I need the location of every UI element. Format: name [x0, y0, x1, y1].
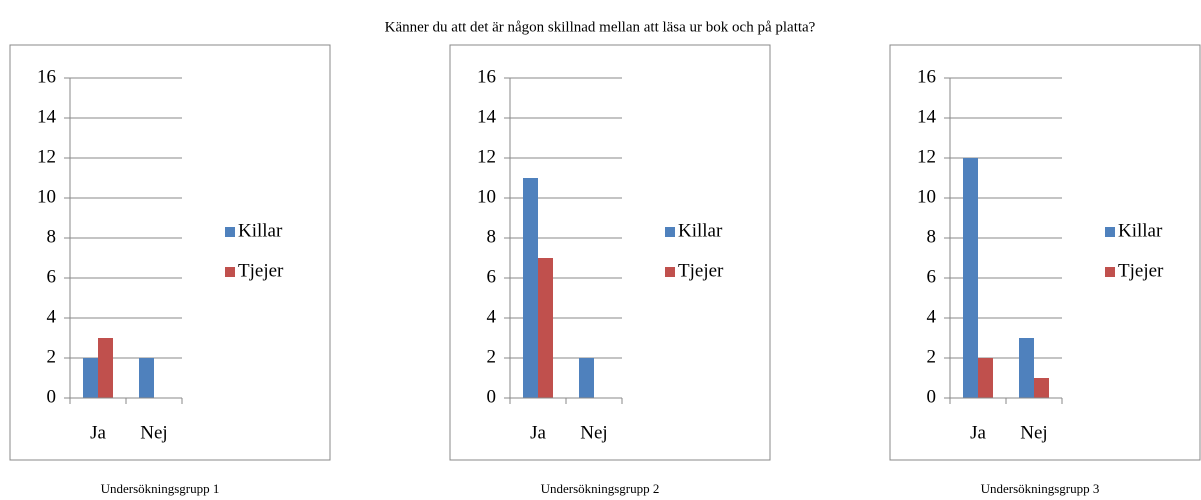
x-tick-label: Nej — [1020, 422, 1047, 443]
y-tick-label: 8 — [927, 226, 937, 247]
y-tick-label: 14 — [477, 106, 497, 127]
bar — [978, 358, 993, 398]
bar — [1034, 378, 1049, 398]
legend-swatch — [665, 227, 675, 237]
legend-label: Killar — [1118, 220, 1163, 241]
bar — [83, 358, 98, 398]
legend-label: Tjejer — [678, 260, 724, 281]
y-tick-label: 4 — [927, 306, 937, 327]
chart-caption: Undersökningsgrupp 3 — [981, 481, 1100, 496]
bar — [98, 338, 113, 398]
y-tick-label: 2 — [487, 346, 497, 367]
legend-swatch — [225, 227, 235, 237]
y-tick-label: 10 — [37, 186, 56, 207]
y-tick-label: 0 — [487, 386, 497, 407]
y-tick-label: 16 — [917, 66, 936, 87]
chart-frame — [9, 44, 331, 461]
y-tick-label: 10 — [477, 186, 496, 207]
legend-label: Killar — [238, 220, 283, 241]
legend-label: Killar — [678, 220, 723, 241]
y-tick-label: 0 — [927, 386, 937, 407]
y-tick-label: 0 — [47, 386, 57, 407]
bar — [579, 358, 594, 398]
y-tick-label: 8 — [487, 226, 497, 247]
chart-caption: Undersökningsgrupp 1 — [101, 481, 220, 496]
legend-swatch — [1105, 267, 1115, 277]
bar — [1019, 338, 1034, 398]
legend-swatch — [665, 267, 675, 277]
chart-frame — [889, 44, 1201, 461]
bar — [523, 178, 538, 398]
y-tick-label: 10 — [917, 186, 936, 207]
bar — [139, 358, 154, 398]
y-tick-label: 14 — [917, 106, 937, 127]
y-tick-label: 16 — [477, 66, 496, 87]
bar — [538, 258, 553, 398]
chart-caption: Undersökningsgrupp 2 — [541, 481, 660, 496]
y-tick-label: 4 — [47, 306, 57, 327]
page-title: Känner du att det är någon skillnad mell… — [385, 19, 816, 35]
y-tick-label: 12 — [477, 146, 496, 167]
chart-frame — [449, 44, 771, 461]
y-tick-label: 12 — [917, 146, 936, 167]
y-tick-label: 2 — [927, 346, 937, 367]
y-tick-label: 6 — [927, 266, 937, 287]
x-tick-label: Nej — [140, 422, 167, 443]
bar — [963, 158, 978, 398]
y-tick-label: 8 — [47, 226, 57, 247]
y-tick-label: 14 — [37, 106, 57, 127]
x-tick-label: Ja — [90, 422, 106, 443]
legend-label: Tjejer — [238, 260, 284, 281]
legend-swatch — [225, 267, 235, 277]
y-tick-label: 6 — [47, 266, 57, 287]
y-tick-label: 4 — [487, 306, 497, 327]
legend-label: Tjejer — [1118, 260, 1164, 281]
x-tick-label: Ja — [530, 422, 546, 443]
y-tick-label: 6 — [487, 266, 497, 287]
y-tick-label: 12 — [37, 146, 56, 167]
y-tick-label: 2 — [47, 346, 57, 367]
legend-swatch — [1105, 227, 1115, 237]
x-tick-label: Nej — [580, 422, 607, 443]
x-tick-label: Ja — [970, 422, 986, 443]
y-tick-label: 16 — [37, 66, 56, 87]
